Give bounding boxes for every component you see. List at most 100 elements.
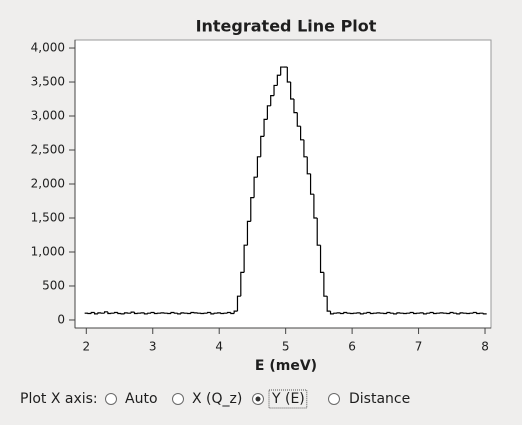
step-segment bbox=[123, 312, 128, 314]
step-segment bbox=[296, 112, 301, 127]
step-segment bbox=[236, 295, 241, 312]
step-segment bbox=[173, 312, 178, 314]
focus-box bbox=[268, 389, 308, 409]
step-segment bbox=[432, 312, 437, 315]
step-segment bbox=[97, 312, 102, 314]
axis-selector: Plot X axis: Auto X (Q_z) Y (E) Distance bbox=[20, 389, 410, 409]
step-segment bbox=[233, 310, 238, 314]
step-segment bbox=[253, 176, 258, 198]
step-segment bbox=[250, 196, 255, 222]
step-segment bbox=[220, 312, 225, 315]
step-segment bbox=[177, 313, 181, 315]
step-segment bbox=[313, 194, 318, 219]
step-segment bbox=[107, 311, 112, 315]
step-segment bbox=[276, 74, 281, 86]
step-segment bbox=[303, 139, 308, 158]
step-segment bbox=[143, 312, 148, 315]
step-segment bbox=[426, 312, 431, 314]
x-tick-label: 5 bbox=[282, 340, 290, 354]
y-tick-label: 2,500 bbox=[31, 143, 65, 157]
step-segment bbox=[323, 272, 328, 297]
step-segment bbox=[389, 312, 394, 314]
step-segment bbox=[263, 118, 268, 137]
step-segment bbox=[256, 156, 261, 178]
step-segment bbox=[459, 312, 464, 314]
step-segment bbox=[422, 312, 427, 315]
step-segment bbox=[180, 312, 185, 314]
step-segment bbox=[270, 95, 275, 106]
step-segment bbox=[316, 217, 321, 246]
step-segment bbox=[230, 312, 235, 315]
step-segment bbox=[449, 311, 454, 314]
step-segment bbox=[472, 311, 477, 314]
step-segment bbox=[300, 126, 304, 141]
step-segment bbox=[393, 313, 397, 315]
step-segment bbox=[130, 311, 135, 314]
control-label: Plot X axis: bbox=[20, 391, 98, 407]
x-tick-label: 4 bbox=[215, 340, 223, 354]
step-segment bbox=[429, 311, 434, 314]
step-segment bbox=[293, 99, 298, 114]
y-tick-label: 500 bbox=[42, 278, 65, 292]
x-tick-label: 7 bbox=[415, 340, 423, 354]
step-segment bbox=[113, 311, 118, 314]
step-segment bbox=[243, 244, 248, 273]
step-segment bbox=[153, 312, 158, 315]
radio-button[interactable] bbox=[172, 393, 184, 405]
step-segment bbox=[326, 296, 331, 312]
step-segment bbox=[286, 67, 291, 83]
step-segment bbox=[306, 156, 311, 175]
y-tick-label: 2,000 bbox=[31, 177, 65, 191]
step-segment bbox=[94, 312, 98, 315]
step-segment bbox=[343, 311, 348, 314]
step-segment bbox=[329, 311, 334, 315]
step-segment bbox=[482, 313, 487, 315]
step-segment bbox=[412, 312, 417, 315]
step-segment bbox=[339, 312, 344, 315]
y-tick-label: 0 bbox=[57, 312, 65, 326]
step-segment bbox=[210, 312, 215, 315]
radio-dot bbox=[255, 396, 261, 402]
step-segment bbox=[333, 312, 338, 314]
step-segment bbox=[206, 311, 211, 314]
x-tick-label: 2 bbox=[82, 340, 90, 354]
step-segment bbox=[452, 312, 457, 314]
step-segment bbox=[396, 312, 401, 314]
y-tick-label: 3,500 bbox=[31, 75, 65, 89]
step-segment bbox=[366, 311, 371, 314]
radio-label[interactable]: Auto bbox=[125, 391, 158, 407]
step-segment bbox=[359, 312, 364, 315]
step-segment bbox=[170, 311, 175, 314]
step-segment bbox=[103, 311, 108, 314]
step-segment bbox=[309, 173, 314, 195]
step-segment bbox=[150, 311, 155, 314]
step-segment bbox=[280, 66, 284, 76]
step-segment bbox=[246, 220, 251, 246]
step-segment bbox=[319, 245, 324, 273]
radio-button[interactable] bbox=[328, 393, 340, 405]
y-tick-label: 1,500 bbox=[31, 210, 65, 224]
step-segment bbox=[190, 311, 195, 314]
step-segment bbox=[117, 312, 122, 315]
x-tick-label: 6 bbox=[348, 340, 356, 354]
radio-button[interactable] bbox=[105, 393, 117, 405]
step-segment bbox=[266, 105, 271, 120]
step-segment bbox=[147, 312, 152, 314]
x-axis-label: E (meV) bbox=[255, 358, 317, 374]
step-segment bbox=[369, 312, 374, 315]
radio-label[interactable]: X (Q_z) bbox=[192, 391, 242, 407]
step-segment bbox=[456, 313, 461, 315]
step-segment bbox=[290, 82, 294, 100]
step-segment bbox=[346, 312, 351, 314]
y-tick-label: 3,000 bbox=[31, 109, 65, 123]
radio-label[interactable]: Y (E) bbox=[271, 391, 305, 407]
y-tick-label: 1,000 bbox=[31, 244, 65, 258]
step-segment bbox=[273, 84, 278, 96]
step-segment bbox=[386, 311, 391, 314]
step-segment bbox=[476, 312, 481, 315]
step-segment bbox=[363, 312, 368, 314]
plot-area bbox=[74, 39, 492, 329]
chart-title: Integrated Line Plot bbox=[196, 17, 377, 36]
radio-label[interactable]: Distance bbox=[349, 391, 410, 407]
